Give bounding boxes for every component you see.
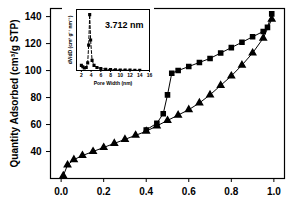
svg-text:4: 4 <box>90 72 93 78</box>
svg-text:Quantity Adsorbed (cm³/g STP): Quantity Adsorbed (cm³/g STP) <box>9 20 20 168</box>
svg-text:140: 140 <box>25 11 42 22</box>
svg-text:dV/dD (cm³ g⁻¹ nm⁻¹): dV/dD (cm³ g⁻¹ nm⁻¹) <box>67 15 73 64</box>
svg-text:80: 80 <box>30 92 42 103</box>
svg-text:0.6: 0.6 <box>182 186 196 197</box>
svg-text:120: 120 <box>25 38 42 49</box>
svg-text:14: 14 <box>137 72 143 78</box>
svg-text:0.4: 0.4 <box>139 186 153 197</box>
svg-text:Pore Width (nm): Pore Width (nm) <box>94 80 133 86</box>
svg-text:8: 8 <box>109 72 112 78</box>
svg-text:3.712 nm: 3.712 nm <box>105 20 144 30</box>
svg-text:10: 10 <box>118 72 124 78</box>
svg-text:0.2: 0.2 <box>97 186 111 197</box>
svg-text:6: 6 <box>99 72 102 78</box>
svg-text:2: 2 <box>80 72 83 78</box>
svg-text:12: 12 <box>127 72 133 78</box>
svg-text:0.0: 0.0 <box>54 186 68 197</box>
svg-text:1.0: 1.0 <box>267 186 281 197</box>
svg-text:16: 16 <box>147 72 153 78</box>
svg-text:0.8: 0.8 <box>224 186 238 197</box>
svg-text:40: 40 <box>30 146 42 157</box>
svg-text:100: 100 <box>25 65 42 76</box>
svg-text:60: 60 <box>30 119 42 130</box>
